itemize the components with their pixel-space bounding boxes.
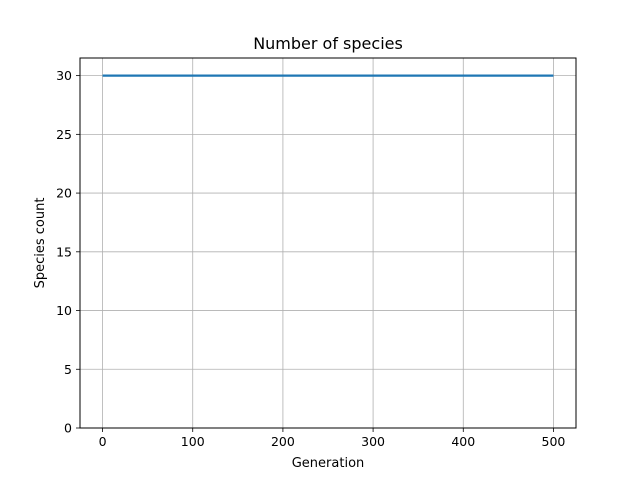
x-tick-label: 200	[271, 434, 295, 449]
x-axis: 0 100 200 300 400 500	[99, 428, 566, 449]
x-tick-label: 0	[99, 434, 107, 449]
y-tick-label: 5	[64, 362, 72, 377]
y-axis-label: Species count	[33, 198, 48, 289]
x-tick-label: 400	[451, 434, 475, 449]
y-tick-label: 25	[56, 127, 72, 142]
x-tick-label: 300	[361, 434, 385, 449]
plot-frame	[79, 57, 577, 429]
y-tick-label: 15	[56, 244, 72, 259]
y-tick-label: 0	[64, 421, 72, 436]
x-axis-label: Generation	[292, 456, 365, 471]
y-tick-label: 20	[56, 186, 72, 201]
y-axis: 0 5 10 15 20 25 30	[56, 68, 80, 436]
y-tick-label: 30	[56, 68, 72, 83]
chart-title: Number of species	[253, 34, 403, 53]
y-tick-label: 10	[56, 303, 72, 318]
x-tick-label: 500	[542, 434, 566, 449]
x-tick-label: 100	[181, 434, 205, 449]
